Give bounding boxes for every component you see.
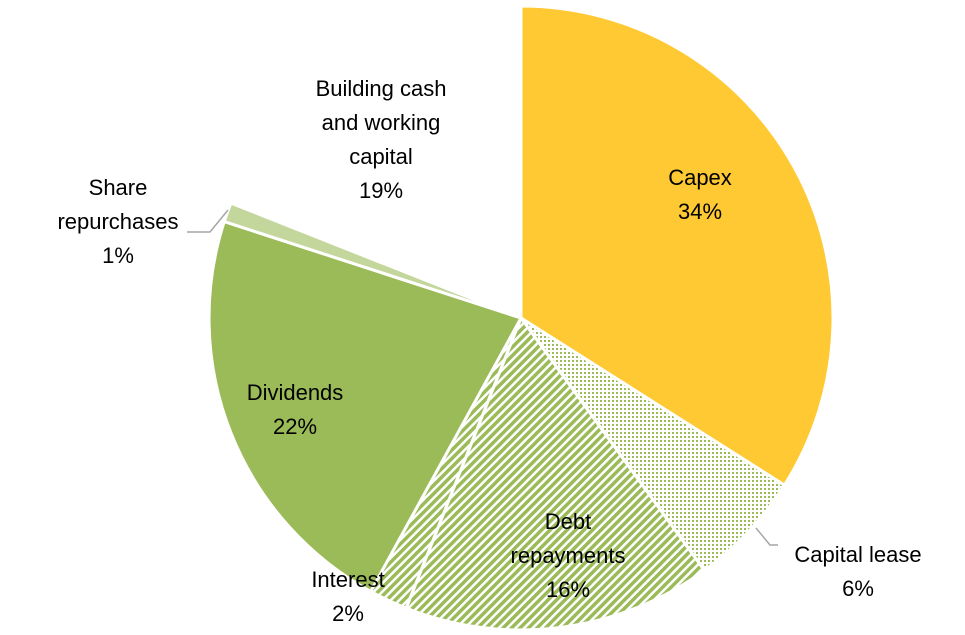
leader-line — [187, 209, 229, 233]
slice — [519, 4, 835, 488]
category-label: Capital lease — [794, 542, 922, 567]
data-label: Debt repayments 16% — [493, 505, 643, 607]
leader-line — [755, 527, 778, 546]
category-label: Capex — [668, 165, 732, 190]
value-label: 1% — [102, 243, 134, 268]
data-label: Capex 34% — [630, 161, 770, 229]
value-label: 34% — [677, 199, 723, 224]
value-label: 22% — [272, 414, 318, 439]
slice — [404, 314, 707, 632]
data-label: Interest 2% — [288, 563, 408, 631]
slice — [222, 201, 522, 320]
value-label: 19% — [358, 178, 404, 203]
data-label: Dividends 22% — [225, 376, 365, 444]
data-label: Share repurchases 1% — [43, 171, 193, 273]
value-label: 6% — [842, 576, 874, 601]
value-label: 16% — [545, 577, 591, 602]
category-label: Building cash and working capital — [315, 76, 447, 169]
category-label: Dividends — [246, 380, 344, 405]
data-label: Building cash and working capital 19% — [296, 72, 466, 208]
category-label: Debt repayments — [510, 509, 626, 568]
category-label: Share repurchases — [57, 175, 179, 234]
data-label: Capital lease 6% — [773, 538, 943, 606]
slice — [207, 219, 524, 594]
category-label: Interest — [311, 567, 385, 592]
value-label: 2% — [332, 601, 364, 626]
